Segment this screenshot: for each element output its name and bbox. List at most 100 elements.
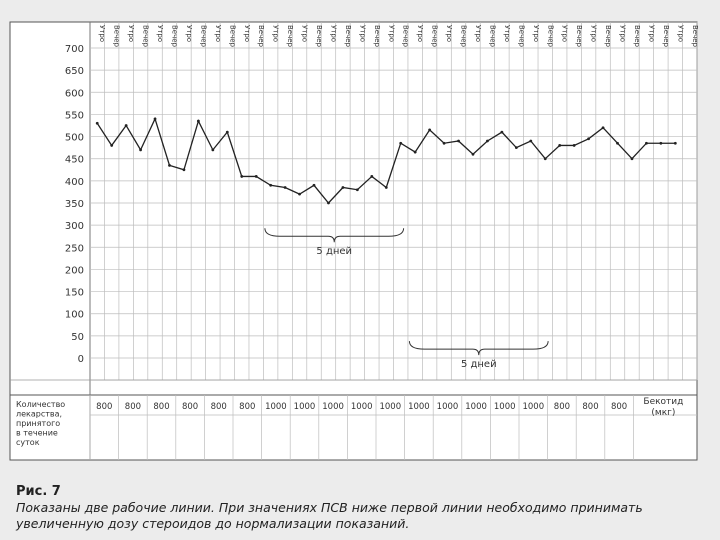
data-point [124,124,128,127]
data-point [370,175,374,178]
data-point [254,175,258,178]
dose-value: 1000 [294,402,316,412]
time-of-day-label: Вечер [286,25,294,48]
data-point [196,119,200,123]
time-of-day-label: Вечер [344,25,352,48]
dose-value: 1000 [322,402,344,412]
time-of-day-label: Утро [214,25,222,42]
data-point [442,141,446,145]
dose-value: 1000 [522,402,544,412]
time-of-day-label: Утро [329,25,337,42]
dose-value: 800 [582,402,598,412]
time-of-day-label: Вечер [662,25,670,48]
data-point [587,137,591,141]
time-of-day-label: Вечер [691,25,699,48]
dose-value: 1000 [465,402,487,412]
data-point [298,192,301,196]
data-point [630,157,634,161]
time-of-day-label: Утро [503,25,511,42]
time-of-day-label: Утро [358,25,366,42]
dose-value: 800 [182,402,198,412]
y-tick-label: 100 [65,310,84,321]
data-point [413,150,417,154]
data-point [211,148,215,152]
annotation-label: 5 дней [316,246,352,257]
dose-value: 1000 [379,402,401,412]
time-of-day-label: Утро [98,25,106,42]
dose-value: 800 [125,402,141,412]
time-of-day-label: Вечер [199,25,207,48]
y-tick-label: 50 [71,332,84,343]
dose-value: 800 [611,402,627,412]
data-point [529,139,533,143]
y-tick-label: 150 [65,288,84,299]
time-of-day-label: Вечер [488,25,496,48]
data-point [355,188,359,192]
time-of-day-label: Утро [387,25,395,42]
time-of-day-label: Вечер [257,25,265,48]
time-of-day-label: Вечер [575,25,583,48]
data-point [543,157,547,161]
time-of-day-label: Утро [590,25,598,42]
y-tick-label: 600 [65,88,84,99]
annotation-brace [264,228,405,243]
y-tick-label: 400 [65,177,84,188]
y-tick-label: 300 [65,221,84,232]
time-of-day-label: Утро [561,25,569,42]
time-of-day-label: Вечер [517,25,525,48]
data-point [182,168,186,172]
dose-value: 800 [96,402,112,412]
data-point [616,141,619,145]
time-of-day-label: Вечер [633,25,641,48]
y-tick-label: 350 [65,199,84,210]
data-point [500,130,504,134]
data-point [659,141,663,145]
time-of-day-label: Вечер [546,25,554,48]
dose-value: 800 [554,402,570,412]
data-point [514,146,518,150]
annotation-label: 5 дней [461,359,497,370]
data-point [673,141,677,145]
data-point [312,183,316,187]
data-point [110,144,114,147]
dose-value: 800 [211,402,227,412]
time-of-day-label: Утро [416,25,424,42]
time-of-day-label: Утро [676,25,684,42]
data-point [399,141,403,145]
dose-row-label: Количество лекарства, принятого в течение су… [16,400,65,447]
y-tick-label: 550 [65,110,84,121]
y-tick-label: 700 [65,44,84,55]
time-of-day-label: Утро [185,25,193,42]
data-point [240,175,244,178]
time-of-day-label: Вечер [228,25,236,48]
time-of-day-label: Утро [619,25,627,42]
y-tick-label: 450 [65,155,84,166]
time-of-day-label: Утро [127,25,135,42]
data-point [486,139,489,143]
data-point [153,117,157,121]
time-of-day-label: Утро [156,25,164,42]
data-point [558,144,562,147]
time-of-day-label: Вечер [142,25,150,48]
data-point [269,183,273,187]
data-point [283,186,287,189]
time-of-day-label: Утро [243,25,251,42]
data-point [601,126,605,130]
drug-label: Бекотид (мкг) [643,397,683,418]
time-of-day-label: Вечер [460,25,468,48]
time-of-day-label: Утро [272,25,280,42]
time-of-day-label: Вечер [402,25,410,48]
time-of-day-label: Вечер [113,25,121,48]
data-point [225,130,229,134]
time-of-day-label: Вечер [431,25,439,48]
data-point [384,186,388,189]
time-of-day-label: Утро [532,25,540,42]
data-point [341,186,345,189]
time-of-day-label: Вечер [170,25,178,48]
dose-value: 800 [153,402,169,412]
dose-value: 1000 [494,402,516,412]
time-of-day-label: Утро [647,25,655,42]
dose-value: 1000 [351,402,373,412]
figure-caption-text: Показаны две рабочие линии. При значения… [16,500,643,531]
